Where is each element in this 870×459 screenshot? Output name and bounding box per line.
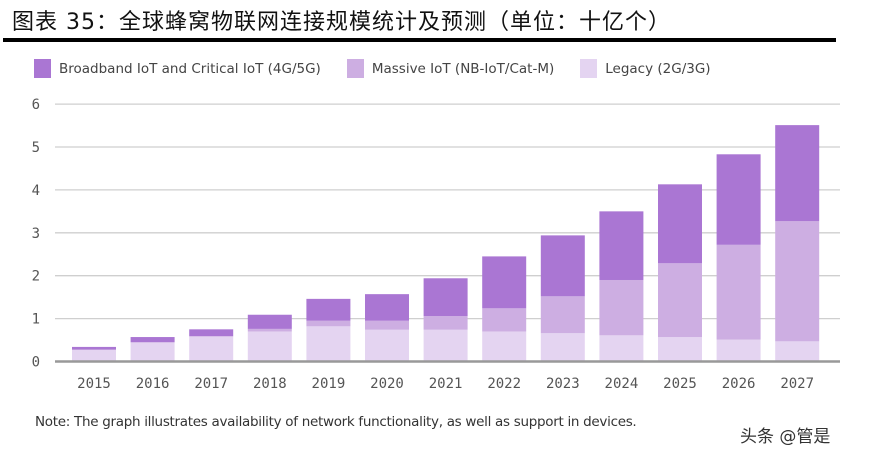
y-tick-label: 2 <box>32 269 40 285</box>
bar-segment-broadband <box>365 294 409 321</box>
bar-segment-massive <box>482 308 527 332</box>
bar-segment-broadband <box>189 329 234 337</box>
legend-label-legacy: Legacy (2G/3G) <box>605 60 711 77</box>
bar-segment-legacy <box>599 335 644 362</box>
chart-legend: Broadband IoT and Critical IoT (4G/5G) M… <box>34 59 737 78</box>
bar-segment-legacy <box>775 341 820 362</box>
bar-segment-broadband <box>482 256 527 309</box>
legend-item-broadband: Broadband IoT and Critical IoT (4G/5G) <box>34 59 321 78</box>
x-tick-label: 2021 <box>429 376 463 392</box>
bar-segment-legacy <box>365 329 409 362</box>
bar-segment-legacy <box>716 339 761 362</box>
legend-swatch-legacy <box>580 59 598 78</box>
x-tick-label: 2027 <box>780 376 814 392</box>
bar-segment-broadband <box>423 278 468 317</box>
bar-segment-broadband <box>72 346 116 350</box>
bar-segment-massive <box>775 221 820 342</box>
bar-segment-broadband <box>599 211 644 280</box>
bar-segment-broadband <box>775 125 820 222</box>
legend-label-massive: Massive IoT (NB-IoT/Cat-M) <box>371 60 555 77</box>
bar-segment-legacy <box>189 336 234 362</box>
bar-segment-broadband <box>658 184 702 264</box>
legend-item-massive: Massive IoT (NB-IoT/Cat-M) <box>346 59 555 78</box>
bar-segment-legacy <box>306 326 351 362</box>
bar-segment-massive <box>716 244 761 340</box>
legend-swatch-broadband <box>34 59 51 78</box>
x-tick-label: 2015 <box>77 376 111 392</box>
title-divider <box>3 38 836 42</box>
y-tick-label: 4 <box>32 183 40 199</box>
legend-item-legacy: Legacy (2G/3G) <box>580 59 711 78</box>
bar-segment-legacy <box>247 331 292 362</box>
bar-segment-broadband <box>130 337 175 343</box>
x-tick-label: 2022 <box>487 376 521 392</box>
bar-segment-legacy <box>540 333 585 362</box>
bar-segment-broadband <box>247 314 292 329</box>
x-tick-label: 2017 <box>194 376 228 392</box>
y-tick-label: 6 <box>32 97 40 113</box>
watermark: 头条 @管是 <box>740 427 831 447</box>
bar-segment-massive <box>540 296 585 334</box>
bar-segment-legacy <box>130 342 175 362</box>
y-tick-label: 5 <box>32 140 40 156</box>
x-tick-label: 2019 <box>312 376 346 392</box>
x-tick-label: 2016 <box>136 376 170 392</box>
y-tick-label: 3 <box>32 226 40 242</box>
bar-segment-massive <box>247 328 292 332</box>
figure-title: 图表 35：全球蜂窝物联网连接规模统计及预测（单位：十亿个） <box>12 10 671 35</box>
bar-segment-legacy <box>658 337 702 362</box>
bar-segment-legacy <box>72 349 116 362</box>
legend-swatch-massive <box>346 59 364 78</box>
x-tick-label: 2026 <box>722 376 756 392</box>
x-tick-label: 2018 <box>253 376 287 392</box>
x-tick-label: 2023 <box>546 376 580 392</box>
bar-segment-massive <box>365 320 409 330</box>
bar-segment-massive <box>599 279 644 336</box>
legend-label-broadband: Broadband IoT and Critical IoT (4G/5G) <box>59 60 321 77</box>
y-tick-label: 1 <box>32 312 40 328</box>
y-tick-label: 0 <box>32 355 40 371</box>
bar-segment-broadband <box>716 154 761 245</box>
x-tick-label: 2020 <box>370 376 404 392</box>
chart-note: Note: The graph illustrates availability… <box>35 414 637 430</box>
bar-segment-legacy <box>423 329 468 362</box>
x-tick-label: 2024 <box>605 376 639 392</box>
bar-segment-legacy <box>482 331 527 362</box>
x-tick-label: 2025 <box>663 376 697 392</box>
bar-segment-broadband <box>540 235 585 297</box>
bar-segment-massive <box>306 320 351 327</box>
bar-segment-massive <box>423 316 468 330</box>
bar-segment-massive <box>658 263 702 338</box>
bar-segment-broadband <box>306 298 351 321</box>
